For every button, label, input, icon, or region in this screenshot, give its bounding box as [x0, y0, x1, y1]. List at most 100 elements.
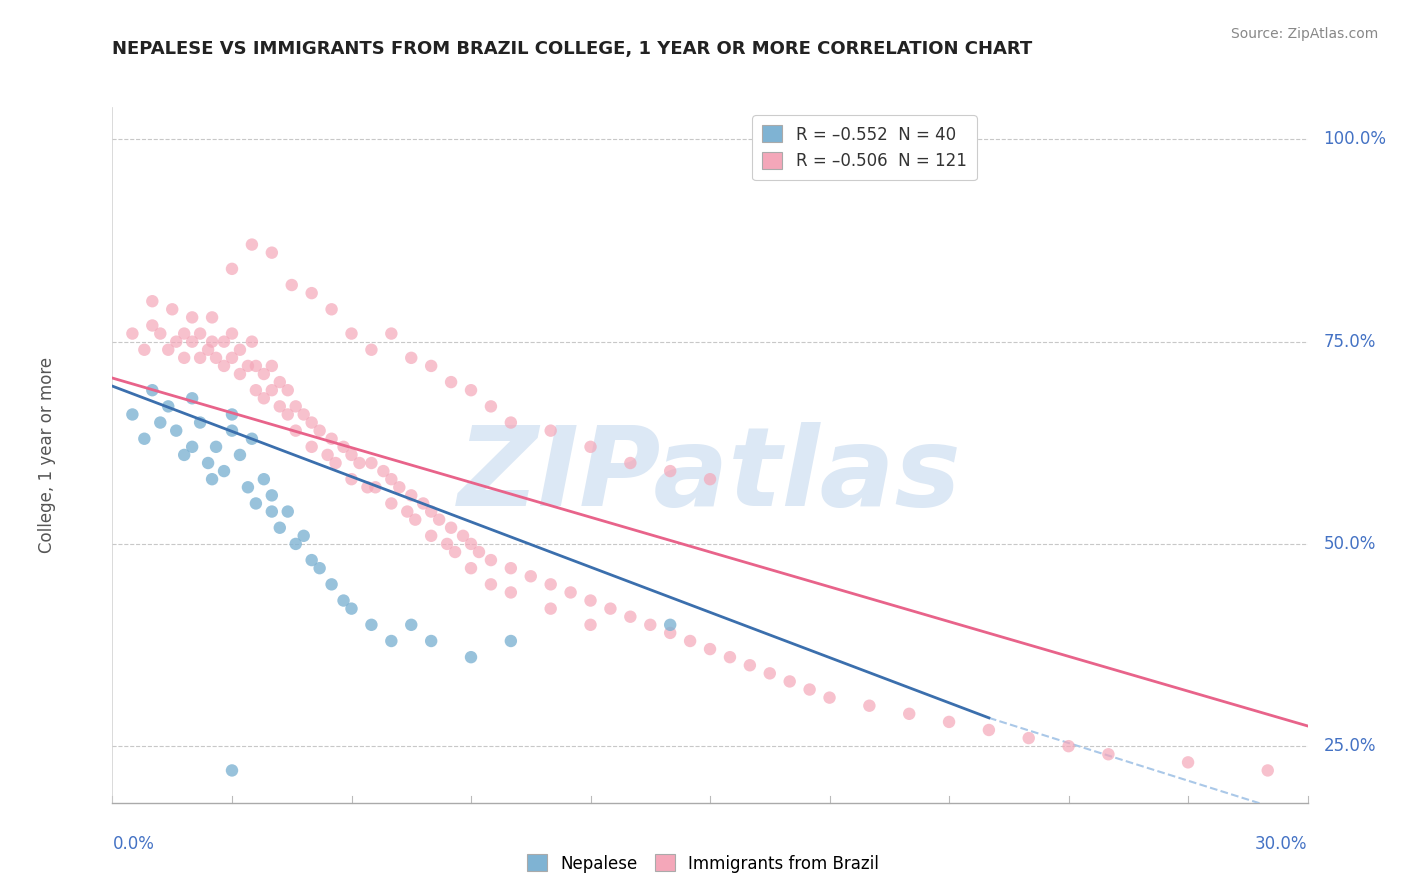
Point [292, 529, 315, 543]
Point [356, 480, 378, 494]
Text: 25.0%: 25.0% [1323, 737, 1376, 756]
Point [221, 351, 243, 365]
Point [260, 359, 283, 373]
Point [236, 359, 259, 373]
Point [201, 472, 224, 486]
Point [240, 237, 263, 252]
Point [308, 561, 330, 575]
Point [427, 513, 450, 527]
Point [499, 585, 522, 599]
Point [560, 585, 582, 599]
Point [188, 351, 211, 365]
Point [181, 440, 204, 454]
Point [236, 480, 259, 494]
Point [197, 456, 219, 470]
Text: College, 1 year or more: College, 1 year or more [38, 357, 56, 553]
Point [134, 432, 156, 446]
Point [938, 714, 960, 729]
Point [157, 343, 180, 357]
Point [380, 634, 402, 648]
Point [173, 448, 195, 462]
Point [149, 416, 172, 430]
Point [858, 698, 880, 713]
Point [699, 472, 721, 486]
Legend: R = –0.552  N = 40, R = –0.506  N = 121: R = –0.552 N = 40, R = –0.506 N = 121 [752, 115, 977, 180]
Point [479, 400, 502, 414]
Point [818, 690, 841, 705]
Point [240, 432, 263, 446]
Text: 100.0%: 100.0% [1323, 130, 1386, 148]
Point [1018, 731, 1040, 745]
Point [540, 601, 562, 615]
Point [181, 310, 204, 325]
Point [277, 408, 299, 422]
Point [284, 400, 307, 414]
Point [401, 617, 423, 632]
Point [460, 383, 482, 397]
Point [451, 529, 474, 543]
Point [173, 326, 195, 341]
Text: NEPALESE VS IMMIGRANTS FROM BRAZIL COLLEGE, 1 YEAR OR MORE CORRELATION CHART: NEPALESE VS IMMIGRANTS FROM BRAZIL COLLE… [112, 40, 1033, 58]
Point [221, 408, 243, 422]
Point [332, 593, 354, 607]
Point [260, 245, 283, 260]
Point [436, 537, 458, 551]
Point [269, 375, 291, 389]
Point [301, 553, 323, 567]
Point [181, 334, 204, 349]
Point [121, 326, 143, 341]
Point [308, 424, 330, 438]
Point [229, 343, 252, 357]
Point [401, 488, 423, 502]
Point [619, 456, 641, 470]
Point [340, 448, 363, 462]
Point [316, 448, 339, 462]
Point [479, 553, 502, 567]
Point [499, 634, 522, 648]
Point [221, 326, 243, 341]
Point [380, 472, 402, 486]
Point [141, 318, 163, 333]
Point [157, 400, 180, 414]
Point [260, 488, 283, 502]
Point [188, 326, 211, 341]
Point [420, 634, 443, 648]
Point [212, 464, 235, 478]
Point [253, 367, 276, 381]
Point [444, 545, 467, 559]
Point [277, 504, 299, 518]
Point [460, 561, 482, 575]
Point [253, 472, 276, 486]
Point [269, 521, 291, 535]
Point [1057, 739, 1080, 754]
Point [898, 706, 921, 721]
Point [599, 601, 621, 615]
Point [245, 383, 267, 397]
Point [779, 674, 801, 689]
Point [520, 569, 543, 583]
Point [420, 359, 443, 373]
Point [165, 424, 187, 438]
Point [540, 577, 562, 591]
Point [460, 650, 482, 665]
Point [679, 634, 702, 648]
Point [579, 593, 602, 607]
Point [301, 286, 323, 301]
Point [240, 334, 263, 349]
Point [579, 440, 602, 454]
Point [468, 545, 491, 559]
Point [260, 504, 283, 518]
Point [380, 326, 402, 341]
Point [277, 383, 299, 397]
Text: 30.0%: 30.0% [1256, 835, 1308, 853]
Point [212, 334, 235, 349]
Text: ZIPatlas: ZIPatlas [458, 422, 962, 529]
Point [197, 343, 219, 357]
Point [201, 310, 224, 325]
Point [638, 617, 662, 632]
Point [373, 464, 395, 478]
Point [659, 464, 682, 478]
Point [396, 504, 419, 518]
Point [1097, 747, 1119, 762]
Point [149, 326, 172, 341]
